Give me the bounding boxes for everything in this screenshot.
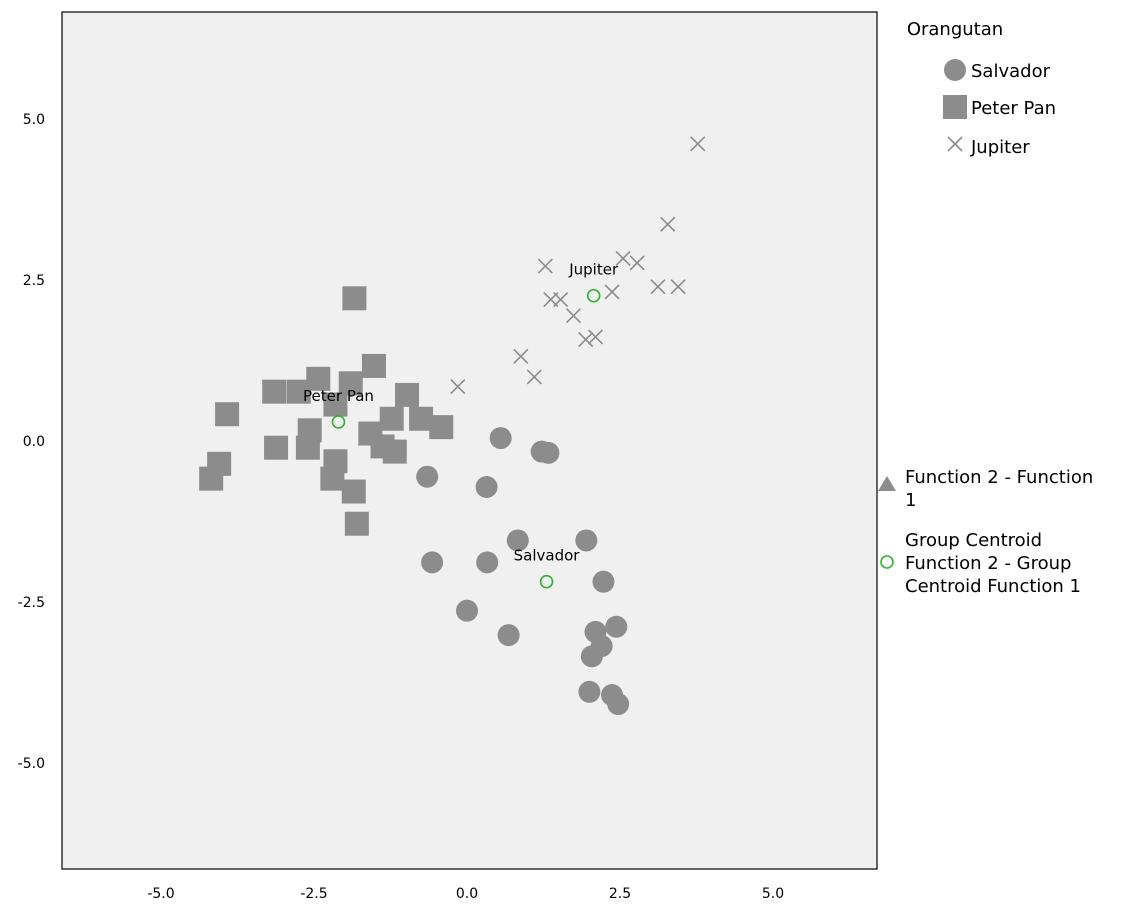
jupiter-point [660, 216, 676, 232]
jupiter-point [526, 369, 542, 385]
legend: Orangutan Salvador Peter Pan Jupiter Fun… [878, 19, 1099, 597]
peter-pan-point [429, 415, 454, 440]
jupiter-point [587, 329, 604, 345]
peter-pan-point [395, 382, 420, 407]
jupiter-point [690, 136, 706, 152]
data-marks [199, 136, 706, 716]
salvador-point [605, 615, 628, 638]
group-centroids: Jupiter Peter Pan Salvador [303, 261, 619, 589]
legend-entry-jupiter: Jupiter [970, 137, 1030, 158]
legend-entry-peter-pan: Peter Pan [971, 98, 1056, 119]
jupiter-point [578, 331, 594, 348]
legend-circle-marker [944, 59, 966, 81]
jupiter-point [553, 292, 569, 308]
peter-pan-point [361, 353, 386, 378]
centroid-peter-pan [331, 415, 346, 429]
salvador-point [476, 551, 499, 574]
salvador-point [497, 624, 520, 647]
x-tick-label: 2.5 [609, 886, 631, 902]
y-tick-label: -5.0 [18, 756, 45, 772]
centroid-salvador [539, 574, 554, 589]
y-tick-label: -2.5 [18, 595, 45, 611]
salvador-point [416, 465, 439, 488]
jupiter-point [650, 279, 666, 295]
y-tick-label: 0.0 [23, 434, 45, 450]
salvador-point [506, 529, 529, 552]
legend-title: Orangutan [907, 19, 1003, 40]
x-tick-label: -5.0 [147, 886, 174, 902]
peter-pan-point [323, 392, 348, 417]
salvador-point [592, 570, 615, 593]
jupiter-point [513, 348, 529, 364]
jupiter-point [670, 279, 686, 295]
salvador-point [475, 476, 498, 499]
salvador-point [580, 645, 603, 668]
legend-function-line-1: Function 2 - Function [905, 467, 1093, 488]
x-tick-label: -2.5 [300, 886, 327, 902]
y-axis: 5.0 2.5 0.0 -2.5 -5.0 [18, 112, 45, 772]
peter-pan-point [320, 466, 345, 491]
jupiter-point [629, 255, 645, 271]
y-tick-label: 5.0 [23, 112, 45, 128]
peter-pan-point [215, 402, 240, 427]
centroid-label-peter-pan: Peter Pan [303, 387, 374, 405]
legend-function-entry: Function 2 - Function 1 [905, 467, 1099, 511]
legend-centroid-entry: Group Centroid Function 2 - Group Centro… [905, 530, 1081, 597]
peter-pan-point [409, 406, 434, 431]
jupiter-point [450, 378, 466, 395]
salvador-point [421, 551, 444, 574]
legend-triangle-marker [878, 476, 896, 491]
legend-centroid-line-2: Function 2 - Group [905, 553, 1071, 574]
legend-centroid-line-1: Group Centroid [905, 530, 1042, 551]
legend-entry-salvador: Salvador [971, 61, 1051, 82]
peter-pan-point [382, 439, 407, 464]
salvador-point [537, 441, 560, 464]
peter-pan-point [264, 435, 289, 460]
x-tick-label: 5.0 [762, 886, 784, 902]
legend-centroid-marker [880, 555, 894, 569]
peter-pan-point [379, 406, 404, 431]
peter-pan-point [262, 379, 287, 404]
peter-pan-point [342, 286, 367, 311]
jupiter-point [565, 308, 582, 324]
peter-pan-point [344, 511, 369, 536]
peter-pan-point [295, 435, 320, 460]
centroid-label-salvador: Salvador [514, 547, 581, 565]
legend-square-marker [943, 95, 967, 119]
salvador-point [607, 693, 630, 716]
salvador-point [456, 599, 478, 622]
jupiter-point [604, 284, 620, 300]
y-tick-label: 2.5 [23, 273, 45, 289]
centroid-jupiter [586, 288, 601, 303]
peter-pan-point [341, 479, 366, 504]
centroid-label-jupiter: Jupiter [568, 261, 619, 279]
peter-pan-point [286, 379, 311, 404]
legend-centroid-line-3: Centroid Function 1 [905, 576, 1081, 597]
x-tick-label: 0.0 [456, 886, 478, 902]
legend-x-marker [947, 136, 963, 152]
salvador-point [575, 529, 598, 552]
plot-area [61, 11, 878, 870]
x-axis: -5.0 -2.5 0.0 2.5 5.0 [147, 886, 784, 902]
peter-pan-point [338, 371, 363, 396]
salvador-point [578, 680, 601, 703]
salvador-point [489, 427, 512, 450]
jupiter-point [615, 250, 631, 266]
legend-function-line-2: 1 [905, 490, 916, 511]
peter-pan-point [199, 466, 224, 491]
jupiter-point [537, 258, 553, 274]
